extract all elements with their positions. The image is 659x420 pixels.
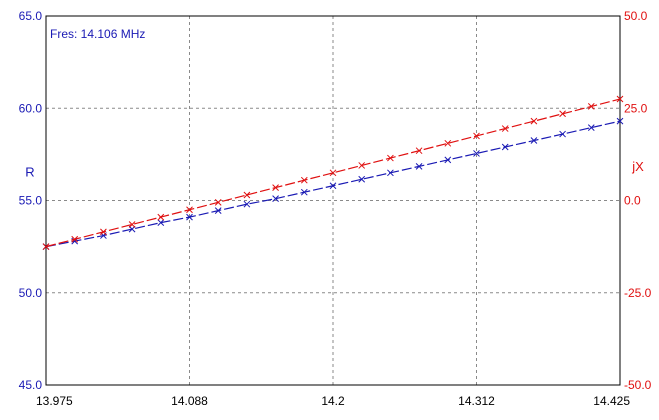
data-point-right [272,184,279,191]
data-point-right [42,243,50,250]
data-point-right [501,125,509,132]
plot-frame [45,15,621,386]
data-point-right [300,176,308,184]
data-point-right [587,103,595,110]
data-point-left [559,130,566,138]
data-point-left [358,175,366,183]
left-tick-label: 55.0 [19,194,43,208]
data-point-left [501,143,509,151]
left-axis-label: R [25,165,34,180]
left-tick-label: 60.0 [19,101,43,115]
data-point-right [243,191,251,199]
data-point-right [128,221,136,228]
right-tick-label: 50.0 [624,9,648,23]
fres-annotation: Fres: 14.106 MHz [50,27,145,41]
data-point-right [415,147,423,155]
right-tick-label: 25.0 [624,101,648,115]
right-tick-label: -25.0 [624,286,652,300]
data-point-right [387,154,394,162]
data-point-left [300,188,308,196]
data-point-left [243,200,251,208]
x-tick-label: 14.088 [171,394,208,408]
left-tick-label: 50.0 [19,286,43,300]
x-tick-label: 14.425 [593,394,630,408]
data-point-left [329,182,337,190]
data-point-left [444,156,452,164]
x-tick-label: 14.312 [458,394,495,408]
x-tick-label: 13.975 [36,394,73,408]
right-tick-label: -50.0 [624,378,652,392]
data-point-left [272,195,279,203]
data-point-right [71,235,79,243]
data-point-right [214,198,222,206]
series-line-right [45,98,621,248]
right-tick-label: 0.0 [624,194,641,208]
data-point-left [214,207,222,215]
data-point-right [100,228,107,236]
data-point-right [473,132,480,140]
data-point-right [329,169,337,177]
x-tick-label: 14.2 [321,394,345,408]
data-point-left [186,213,193,221]
data-point-left [616,117,624,125]
data-point-right [157,213,165,221]
data-point-right [358,162,366,169]
data-point-left [473,150,480,157]
data-point-right [559,110,566,118]
left-tick-label: 45.0 [19,378,43,392]
data-point-left [157,219,165,226]
data-point-left [530,137,538,144]
right-axis-label: jX [631,159,644,174]
data-point-right [444,139,452,147]
data-point-left [415,163,423,170]
left-tick-label: 65.0 [19,9,43,23]
data-point-left [587,124,595,131]
data-point-left [387,169,394,177]
data-point-right [186,206,193,214]
data-point-right [530,117,538,125]
data-point-right [616,95,624,103]
